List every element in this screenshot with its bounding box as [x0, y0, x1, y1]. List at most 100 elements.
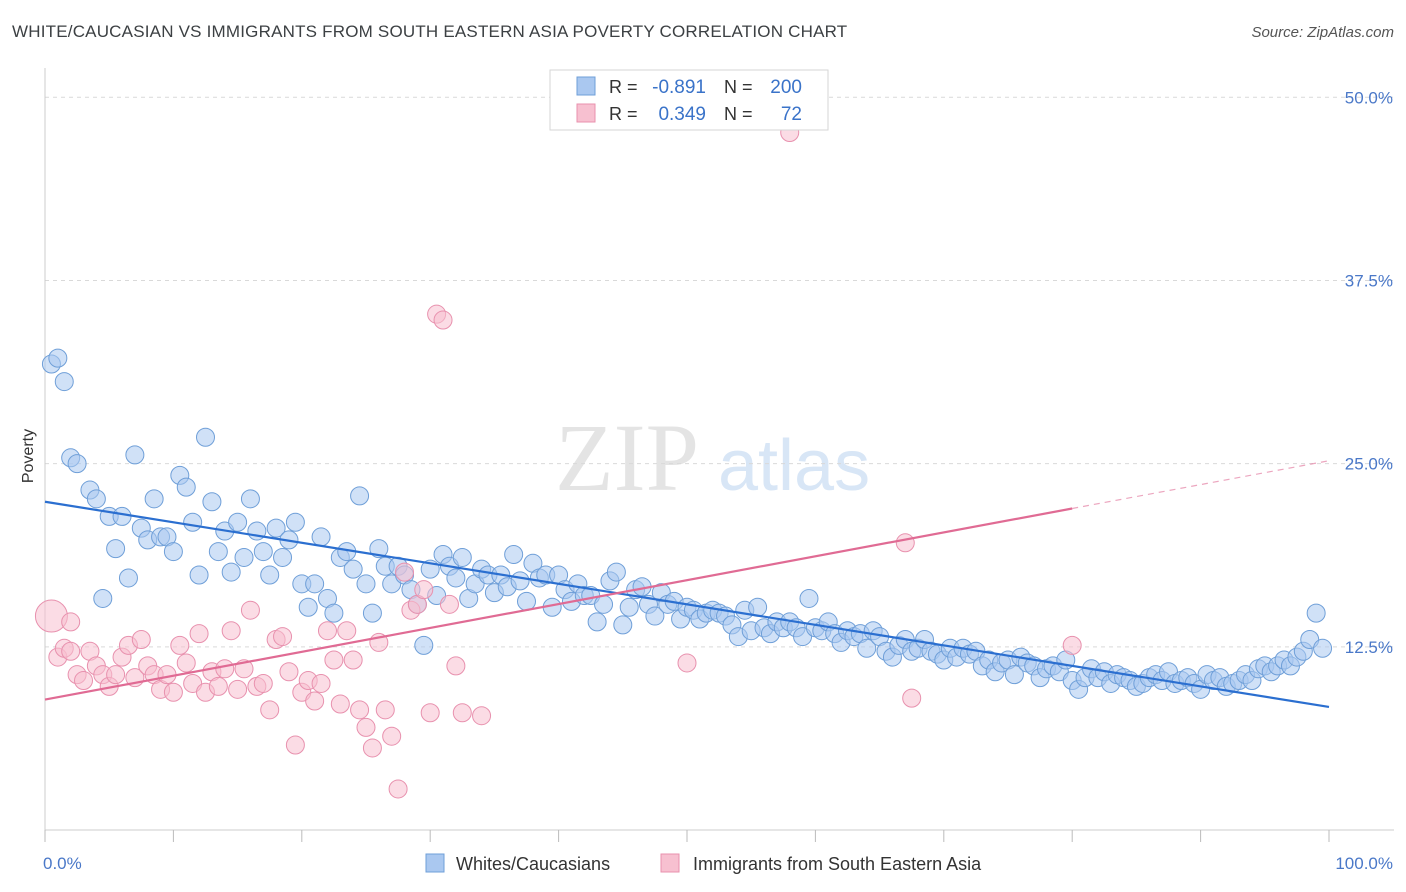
point-whites [619, 597, 639, 617]
point-whites [266, 518, 286, 538]
point-immigrants [472, 706, 492, 726]
bottom-legend-swatch-blue [425, 853, 445, 873]
point-whites [125, 445, 145, 465]
point-whites [285, 512, 305, 532]
point-whites [517, 591, 536, 611]
y-tick-labels: 12.5% 25.0% 37.5% 50.0% [1345, 88, 1393, 657]
point-immigrants [170, 635, 190, 655]
point-whites [234, 547, 254, 567]
legend-r-value-1: -0.891 [652, 77, 706, 98]
y-axis-title: Poverty [20, 429, 37, 483]
legend-n-label-1: N = [724, 77, 753, 97]
point-whites [144, 489, 164, 509]
point-whites [350, 486, 370, 506]
point-immigrants [228, 679, 248, 699]
point-whites [1306, 603, 1326, 623]
point-whites [452, 547, 472, 567]
point-immigrants [305, 691, 325, 711]
series-whites-points [41, 348, 1333, 699]
point-whites [183, 512, 203, 532]
point-immigrants [356, 717, 376, 737]
point-whites [93, 588, 113, 608]
x-tick-label-max: 100.0% [1335, 854, 1393, 873]
point-whites [857, 638, 877, 658]
series-immigrants-points [34, 122, 1082, 799]
x-tick-label-min: 0.0% [43, 854, 82, 873]
point-immigrants [240, 600, 260, 620]
point-whites [510, 571, 530, 591]
point-whites [196, 427, 215, 447]
point-whites [112, 506, 132, 526]
point-whites [163, 542, 183, 562]
point-whites [356, 574, 376, 594]
point-immigrants [131, 630, 151, 649]
point-immigrants [1062, 635, 1082, 655]
bottom-legend-label-2: Immigrants from South Eastern Asia [693, 854, 982, 874]
point-immigrants [330, 694, 350, 714]
point-whites [118, 568, 138, 588]
point-whites [362, 603, 382, 623]
point-immigrants [163, 682, 183, 702]
watermark-zip: ZIP [555, 404, 699, 511]
point-immigrants [388, 779, 408, 799]
point-immigrants [677, 653, 697, 673]
point-whites [54, 372, 74, 392]
point-whites [253, 542, 273, 562]
legend-r-value-2: 0.349 [658, 104, 706, 125]
point-immigrants [382, 726, 402, 746]
point-immigrants [414, 580, 434, 600]
y-tick-label: 37.5% [1345, 271, 1393, 290]
point-immigrants [317, 621, 337, 641]
point-whites [799, 588, 819, 608]
point-immigrants [61, 612, 81, 632]
y-tick-label: 12.5% [1345, 638, 1393, 657]
point-immigrants [311, 673, 331, 693]
point-whites [189, 565, 209, 585]
point-immigrants [433, 310, 453, 330]
point-whites [240, 489, 260, 509]
point-whites [260, 565, 280, 585]
point-whites [645, 606, 665, 626]
point-whites [305, 574, 325, 594]
point-immigrants [106, 665, 126, 685]
legend-swatch-blue [576, 76, 596, 96]
trend-line-extension [1072, 460, 1330, 510]
y-tick-label: 50.0% [1345, 88, 1393, 107]
point-immigrants [253, 673, 273, 693]
point-immigrants [34, 599, 68, 633]
legend-r-label-2: R = [609, 104, 638, 124]
point-immigrants [395, 562, 415, 582]
point-whites [446, 568, 466, 588]
point-immigrants [375, 700, 395, 720]
point-whites [1004, 665, 1024, 685]
point-whites [298, 597, 318, 617]
correlation-legend: R = -0.891 N = 200 R = 0.349 N = 72 [549, 69, 829, 131]
point-immigrants [350, 700, 370, 720]
legend-r-label-1: R = [609, 77, 638, 97]
point-whites [1313, 638, 1333, 658]
point-immigrants [260, 700, 280, 720]
point-whites [369, 539, 389, 559]
bottom-legend-label-1: Whites/Caucasians [456, 854, 610, 874]
point-whites [273, 547, 293, 567]
point-immigrants [279, 662, 299, 682]
point-immigrants [215, 659, 235, 679]
point-immigrants [439, 594, 459, 614]
point-whites [343, 559, 363, 579]
point-immigrants [337, 621, 357, 641]
point-whites [202, 492, 222, 512]
point-whites [176, 477, 196, 497]
point-whites [504, 545, 524, 565]
point-whites [606, 562, 626, 582]
point-immigrants [176, 653, 196, 673]
bottom-legend-swatch-pink [660, 853, 680, 873]
point-immigrants [895, 533, 915, 553]
trend-line-whites [44, 500, 1330, 708]
legend-n-label-2: N = [724, 104, 753, 124]
point-immigrants [343, 650, 363, 670]
watermark-atlas: atlas [718, 426, 870, 506]
point-whites [208, 542, 228, 562]
legend-swatch-pink [576, 103, 596, 123]
point-immigrants [221, 621, 241, 641]
